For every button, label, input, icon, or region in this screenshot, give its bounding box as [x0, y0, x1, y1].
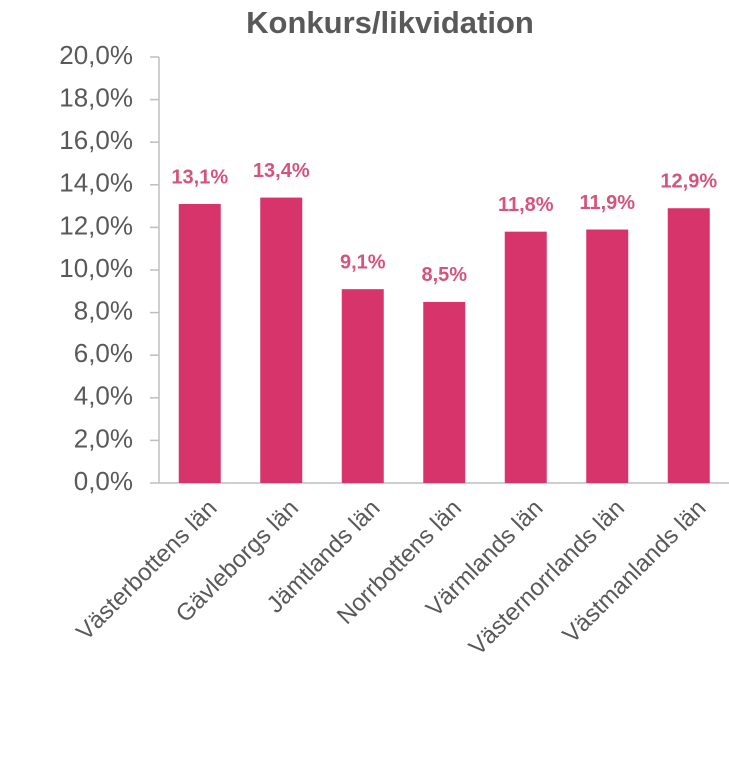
value-label: 12,9% [660, 171, 717, 193]
y-tick-label: 6,0% [74, 338, 133, 368]
value-label: 11,9% [579, 192, 635, 214]
y-tick-label: 20,0% [59, 40, 133, 70]
chart-title: Konkurs/likvidation [246, 5, 534, 40]
bar [586, 229, 629, 483]
x-tick-label: Västernorrlands län [464, 495, 630, 661]
x-tick-label: Västerbottens län [71, 495, 222, 646]
bar [423, 301, 466, 483]
y-tick-label: 16,0% [59, 125, 133, 155]
value-label: 13,4% [253, 160, 310, 182]
bar [341, 289, 384, 483]
x-tick-label: Västmanlands län [557, 495, 711, 649]
y-tick-label: 18,0% [59, 82, 133, 112]
y-tick-label: 8,0% [74, 295, 133, 325]
bar [260, 197, 303, 483]
value-label: 13,1% [171, 166, 228, 188]
bar [667, 208, 710, 484]
y-tick-label: 12,0% [59, 210, 133, 240]
y-tick-label: 14,0% [59, 168, 133, 198]
y-tick-label: 10,0% [59, 253, 133, 283]
y-tick-label: 4,0% [74, 381, 133, 411]
bar [178, 203, 221, 483]
value-label: 9,1% [340, 251, 386, 273]
value-label: 8,5% [421, 264, 467, 286]
value-label: 11,8% [498, 194, 554, 216]
bar [504, 231, 547, 483]
y-tick-label: 0,0% [74, 466, 133, 496]
y-tick-label: 2,0% [74, 423, 133, 453]
